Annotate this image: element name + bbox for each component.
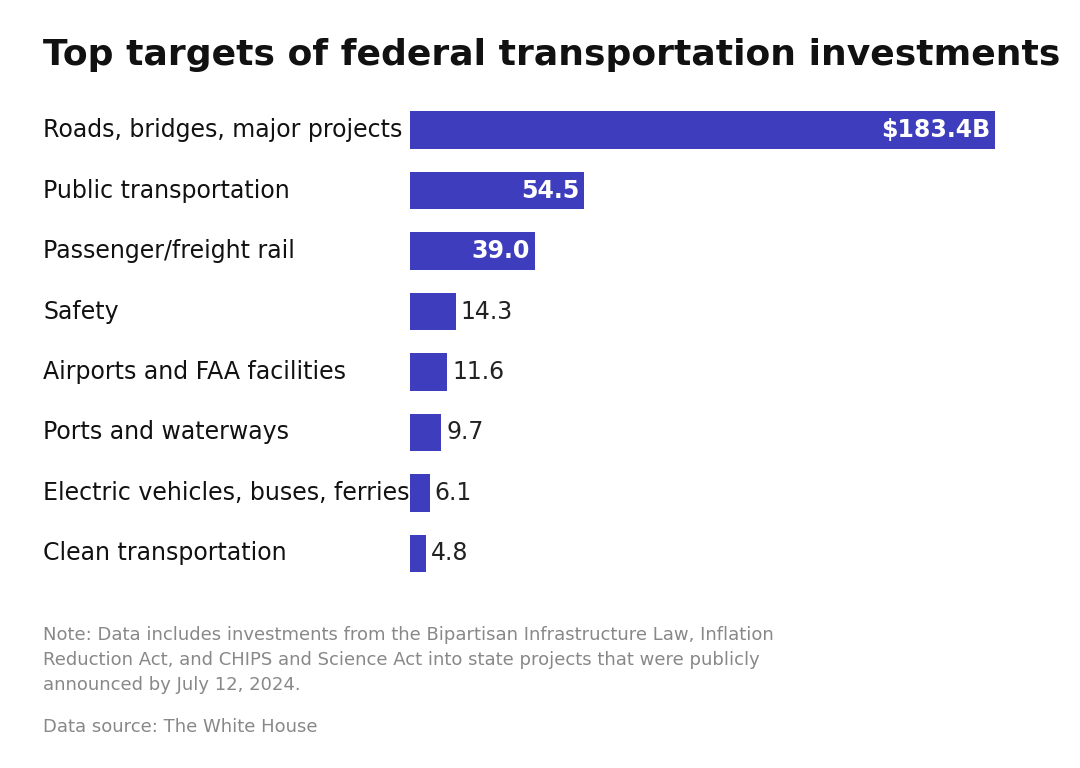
Bar [410, 474, 430, 511]
Bar [410, 232, 535, 270]
Text: $183.4B: $183.4B [881, 118, 990, 142]
Text: 11.6: 11.6 [453, 360, 504, 384]
Text: Data source: The White House: Data source: The White House [43, 718, 318, 736]
Text: Roads, bridges, major projects: Roads, bridges, major projects [43, 118, 403, 142]
Text: Top targets of federal transportation investments: Top targets of federal transportation in… [43, 38, 1061, 72]
Text: Ports and waterways: Ports and waterways [43, 421, 289, 445]
Text: 54.5: 54.5 [521, 178, 579, 203]
Text: Electric vehicles, buses, ferries: Electric vehicles, buses, ferries [43, 481, 409, 505]
Text: Airports and FAA facilities: Airports and FAA facilities [43, 360, 347, 384]
Text: 39.0: 39.0 [472, 239, 530, 263]
Text: Safety: Safety [43, 300, 119, 323]
Text: Passenger/freight rail: Passenger/freight rail [43, 239, 295, 263]
Text: Public transportation: Public transportation [43, 178, 289, 203]
Bar [410, 172, 584, 210]
Text: Note: Data includes investments from the Bipartisan Infrastructure Law, Inflatio: Note: Data includes investments from the… [43, 626, 774, 694]
Bar [410, 293, 456, 330]
Bar [410, 111, 995, 149]
Text: 14.3: 14.3 [461, 300, 513, 323]
Text: Clean transportation: Clean transportation [43, 541, 287, 565]
Bar [410, 353, 447, 391]
Bar [410, 414, 442, 452]
Text: 9.7: 9.7 [446, 421, 484, 445]
Bar [410, 535, 426, 572]
Text: 6.1: 6.1 [434, 481, 472, 505]
Text: 4.8: 4.8 [431, 541, 468, 565]
